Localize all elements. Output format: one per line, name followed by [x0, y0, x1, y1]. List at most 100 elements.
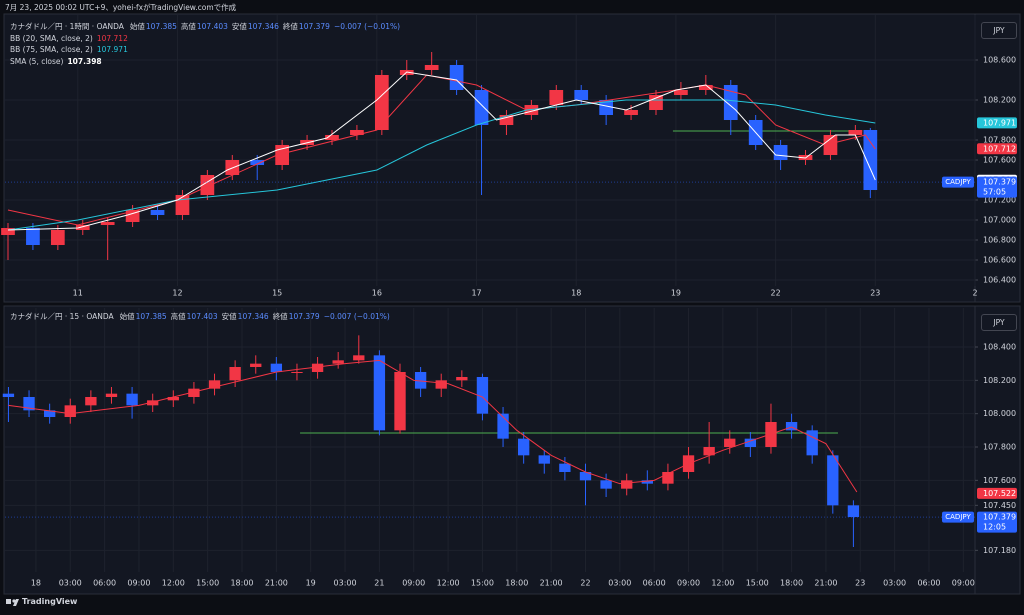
y-tick-label: 107.800 — [983, 136, 1016, 145]
candle-body — [85, 397, 97, 406]
symbol-badge-label: CADJPY — [945, 178, 971, 186]
indicator-line — [7, 71, 876, 231]
candle-body — [863, 130, 878, 190]
candle-body — [724, 438, 736, 447]
y-tick-label: 107.450 — [983, 501, 1016, 510]
x-tick-label: 06:00 — [917, 579, 940, 588]
brand: TradingView — [22, 597, 78, 606]
x-tick-label: 03:00 — [608, 579, 631, 588]
candle-body — [641, 480, 653, 484]
candle-body — [621, 480, 633, 489]
candle-body — [374, 75, 389, 130]
candle-body — [353, 355, 365, 361]
candle-body — [250, 160, 265, 165]
y-tick-label: 108.400 — [983, 343, 1016, 352]
y-tick-label: 107.600 — [983, 156, 1016, 165]
ohlc-label: 安値 — [231, 22, 247, 31]
candle-body — [848, 130, 863, 135]
ohlc-value: 107.346 — [247, 22, 279, 31]
candle-body — [208, 380, 221, 389]
candle-body — [449, 65, 464, 90]
x-tick-label: 15 — [272, 289, 282, 298]
ohlc-label: 高値 — [180, 22, 196, 31]
ohlc-value: 107.385 — [145, 22, 177, 31]
x-tick-label: 22 — [771, 289, 781, 298]
candle-body — [600, 480, 612, 489]
symbol-badge-label: CADJPY — [945, 513, 971, 521]
last-value-label: 107.522 — [983, 489, 1016, 498]
candle-body — [291, 372, 303, 373]
y-tick-label: 108.200 — [983, 96, 1016, 105]
x-tick-label: 18 — [31, 579, 41, 588]
x-tick-label: 23 — [870, 289, 880, 298]
y-tick-label: 108.000 — [983, 409, 1016, 418]
x-tick-label: 21:00 — [540, 579, 563, 588]
indicator-legend: BB (20, SMA, close, 2) 107.712 — [10, 33, 404, 45]
chart-pane: 108.400 108.200 108.000 107.800 107.600 107.4… — [2, 308, 1017, 588]
legend: カナダドル／円 · 15 · OANDA 始値107.385 高値107.403 安値… — [10, 311, 394, 323]
y-tick-label: 107.000 — [983, 216, 1016, 225]
pane-background — [3, 13, 1021, 303]
indicator-value: 107.971 — [96, 45, 128, 54]
legend-row: カナダドル／円 · 15 · OANDA 始値107.385 高値107.403 安値… — [10, 311, 394, 323]
indicator-value: 107.398 — [67, 56, 102, 66]
candle-body — [150, 210, 165, 215]
x-tick-label: 12:00 — [437, 579, 460, 588]
x-tick-label: 06:00 — [643, 579, 666, 588]
candle-body — [785, 422, 798, 431]
ohlc-label: 終値 — [282, 22, 298, 31]
y-tick-label: 106.400 — [983, 276, 1016, 285]
candle-body — [167, 397, 179, 401]
ohlc-value: 107.346 — [237, 312, 269, 321]
candle-body — [497, 413, 509, 439]
candle-body — [723, 85, 738, 120]
indicator-name: BB (75, SMA, close, 2) — [10, 45, 93, 54]
candle-body — [100, 222, 115, 225]
ohlc-value: 107.385 — [135, 312, 167, 321]
candle-body — [229, 367, 241, 381]
y-tick-label: 107.180 — [983, 546, 1016, 555]
candle-body — [311, 363, 324, 372]
x-tick-label: 23 — [855, 579, 865, 588]
candle-body — [476, 377, 489, 414]
currency-button[interactable]: JPY — [981, 314, 1017, 331]
x-tick-label: 15:00 — [746, 579, 769, 588]
indicator-name: SMA (5, close) — [10, 56, 64, 66]
candle-body — [698, 85, 713, 90]
ohlc-label: 高値 — [170, 312, 186, 321]
indicator-value: 107.712 — [96, 33, 128, 43]
candle-body — [559, 463, 571, 472]
candle-body — [538, 455, 550, 464]
candle-body — [394, 372, 406, 431]
price-badge-value: 107.379 — [983, 178, 1016, 187]
x-tick-label: 19 — [671, 289, 681, 298]
indicator-line — [8, 359, 858, 493]
candle-body — [624, 110, 638, 115]
price-badge-countdown: 12:05 — [983, 523, 1006, 532]
candle-body — [75, 225, 90, 230]
candle-body — [649, 95, 663, 110]
candle-body — [474, 90, 489, 125]
indicator-line — [7, 99, 876, 231]
price-badge — [977, 511, 1017, 533]
x-tick-label: 12:00 — [162, 579, 185, 588]
candle-body — [827, 455, 839, 506]
x-tick-label: 03:00 — [334, 579, 357, 588]
ohlc-label: 終値 — [272, 312, 288, 321]
page-title: 7月 23, 2025 00:02 UTC+9、yohei-fxがTrading… — [5, 3, 237, 12]
price-change: −0.007 (−0.01%) — [323, 312, 390, 321]
ohlc-label: 安値 — [221, 312, 237, 321]
x-tick-label: 09:00 — [127, 579, 150, 588]
candle-body — [847, 505, 860, 517]
candle-body — [105, 393, 118, 397]
candle-body — [270, 363, 283, 372]
price-badge-value: 107.379 — [983, 513, 1016, 522]
currency-button[interactable]: JPY — [981, 22, 1017, 39]
candle-body — [1, 228, 15, 235]
x-tick-label: 11 — [73, 289, 83, 298]
x-tick-label: 09:00 — [677, 579, 700, 588]
symbol-badge — [942, 176, 974, 188]
tradingview-logo — [6, 599, 19, 606]
